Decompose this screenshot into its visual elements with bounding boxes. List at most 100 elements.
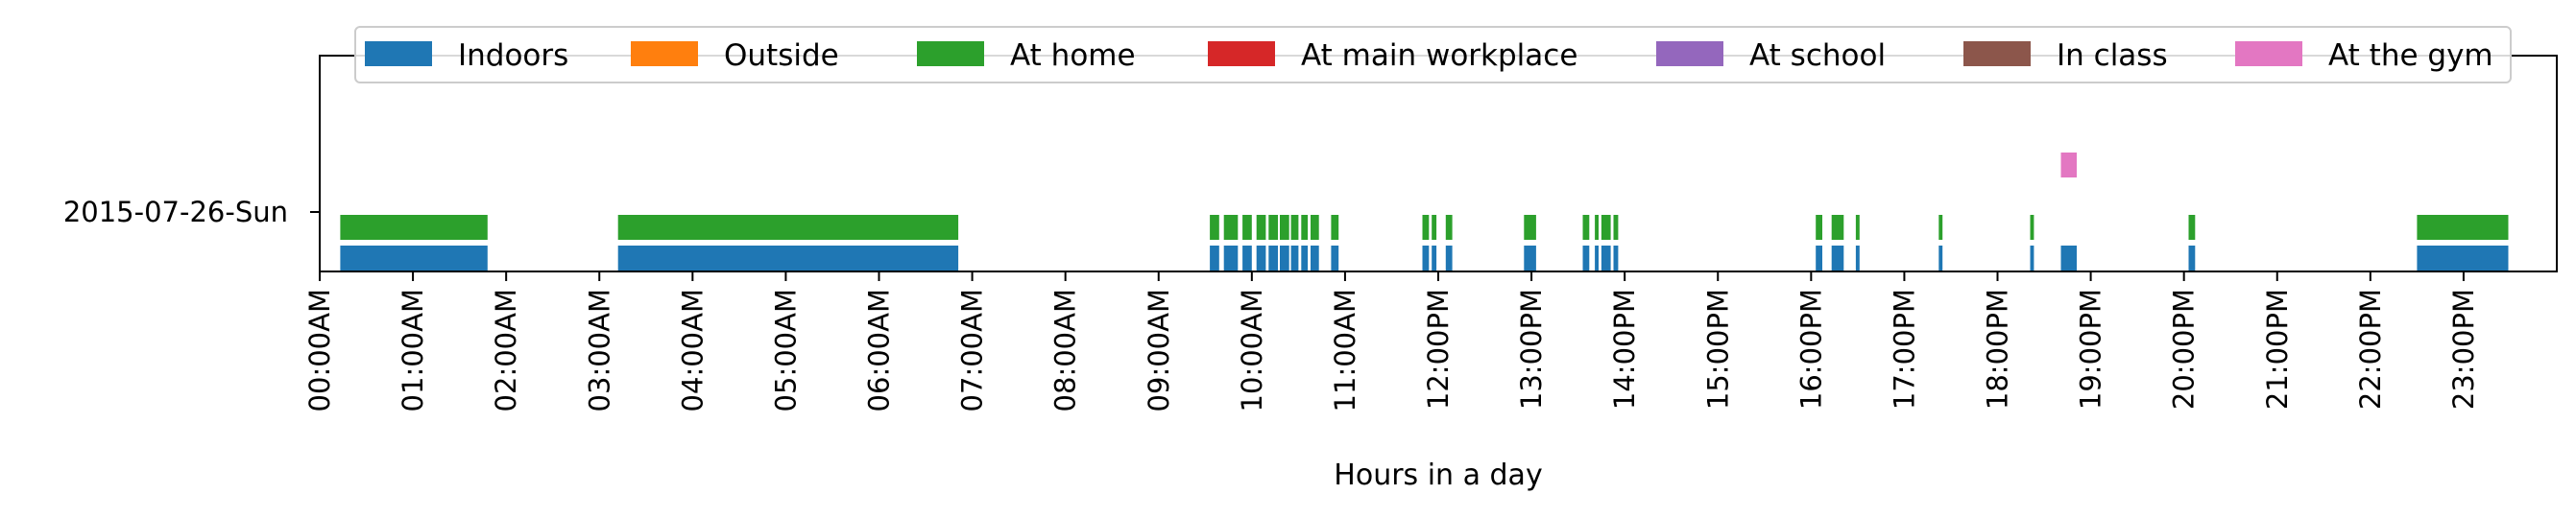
bar-indoors-2 [1210,246,1219,271]
legend-swatch [1208,41,1275,66]
x-tick-label: 09:00AM [1143,289,1175,412]
bar-indoors-6 [1268,246,1278,271]
bar-at-home-13 [1432,215,1437,240]
bar-indoors-12 [1422,246,1430,271]
bar-at-home-8 [1290,215,1299,240]
bar-indoors-14 [1445,246,1453,271]
bar-indoors-23 [1938,246,1943,271]
bar-indoors-19 [1613,246,1619,271]
bar-indoors-8 [1290,246,1299,271]
bar-indoors-27 [2417,246,2509,271]
bar-at-home-23 [1938,215,1943,240]
legend-label: At the gym [2328,38,2493,73]
legend-label: In class [2057,38,2168,73]
bar-indoors-24 [2030,246,2034,271]
legend-label: At school [1749,38,1886,73]
x-tick-label: 15:00PM [1701,289,1734,410]
x-tick-label: 05:00AM [769,289,802,412]
bar-indoors-22 [1855,246,1860,271]
x-tick-label: 23:00PM [2447,289,2480,410]
bar-at-home-11 [1331,215,1339,240]
bar-at-home-0 [340,215,488,240]
bar-at-home-10 [1311,215,1319,240]
bar-indoors-1 [617,246,959,271]
bar-at-home-25 [2188,215,2196,240]
x-tick-label: 01:00AM [397,289,429,412]
bar-at-home-12 [1422,215,1430,240]
y-axis: 2015-07-26-Sun [63,196,320,228]
bar-at-home-15 [1524,215,1536,240]
bar-at-home-2 [1210,215,1219,240]
bar-indoors-26 [2188,246,2196,271]
legend-swatch [631,41,698,66]
bars-layer [340,153,2509,271]
bar-indoors-10 [1311,246,1319,271]
x-tick-label: 07:00AM [956,289,989,412]
bar-indoors-20 [1816,246,1822,271]
bar-indoors-0 [340,246,488,271]
bar-at-home-7 [1280,215,1289,240]
legend-swatch [365,41,432,66]
bar-indoors-5 [1256,246,1266,271]
x-tick-label: 13:00PM [1515,289,1548,410]
x-tick-label: 20:00PM [2168,289,2201,410]
x-tick-label: 22:00PM [2354,289,2387,410]
bar-at-home-24 [2030,215,2034,240]
legend-box [354,26,2512,83]
x-tick-label: 14:00PM [1608,289,1641,410]
x-tick-label: 04:00AM [676,289,709,412]
bar-at-home-20 [1816,215,1822,240]
bar-indoors-13 [1432,246,1437,271]
legend-swatch [1656,41,1723,66]
legend-swatch [1963,41,2031,66]
bar-at-home-16 [1582,215,1590,240]
bar-at-home-19 [1613,215,1619,240]
bar-indoors-7 [1280,246,1289,271]
bar-at-home-3 [1223,215,1239,240]
bar-at-home-21 [1831,215,1844,240]
x-tick-label: 10:00AM [1236,289,1268,412]
x-axis: 00:00AM 01:00AM 02:00AM 03:00AM 04:00AM 05:00… [303,271,2480,412]
bar-at-home-4 [1242,215,1252,240]
bar-indoors-15 [1524,246,1536,271]
x-tick-label: 18:00PM [1982,289,2014,410]
bar-at-home-22 [1855,215,1860,240]
bar-indoors-9 [1301,246,1309,271]
bar-at-home-26 [2417,215,2509,240]
x-tick-label: 03:00AM [583,289,615,412]
legend-label: Indoors [458,38,568,73]
bar-indoors-25 [2060,246,2077,271]
bar-at-home-1 [617,215,959,240]
bar-at-home-17 [1595,215,1599,240]
x-tick-label: 06:00AM [863,289,896,412]
legend-label: At main workplace [1301,38,1577,73]
x-tick-label: 11:00AM [1329,289,1361,412]
x-tick-label: 16:00PM [1794,289,1827,410]
legend: Indoors Outside At home At main workplace At… [354,26,2512,83]
bar-at-home-6 [1268,215,1278,240]
legend-label: At home [1010,38,1136,73]
bar-indoors-11 [1331,246,1339,271]
x-axis-title: Hours in a day [1334,459,1542,492]
bar-at-home-14 [1445,215,1453,240]
bar-indoors-17 [1595,246,1599,271]
x-tick-label: 02:00AM [490,289,522,412]
x-tick-label: 00:00AM [303,289,336,412]
bar-at-home-18 [1601,215,1611,240]
y-tick-label: 2015-07-26-Sun [63,196,288,228]
bar-indoors-3 [1223,246,1239,271]
bar-indoors-18 [1601,246,1611,271]
x-tick-label: 12:00PM [1422,289,1455,410]
x-tick-label: 17:00PM [1888,289,1920,410]
bar-indoors-16 [1582,246,1590,271]
x-tick-label: 19:00PM [2075,289,2107,410]
legend-swatch [917,41,984,66]
legend-label: Outside [724,38,839,73]
x-tick-label: 08:00AM [1049,289,1082,412]
bar-at-home-9 [1301,215,1309,240]
legend-swatch [2235,41,2302,66]
x-tick-label: 21:00PM [2261,289,2294,410]
bar-indoors-4 [1242,246,1252,271]
